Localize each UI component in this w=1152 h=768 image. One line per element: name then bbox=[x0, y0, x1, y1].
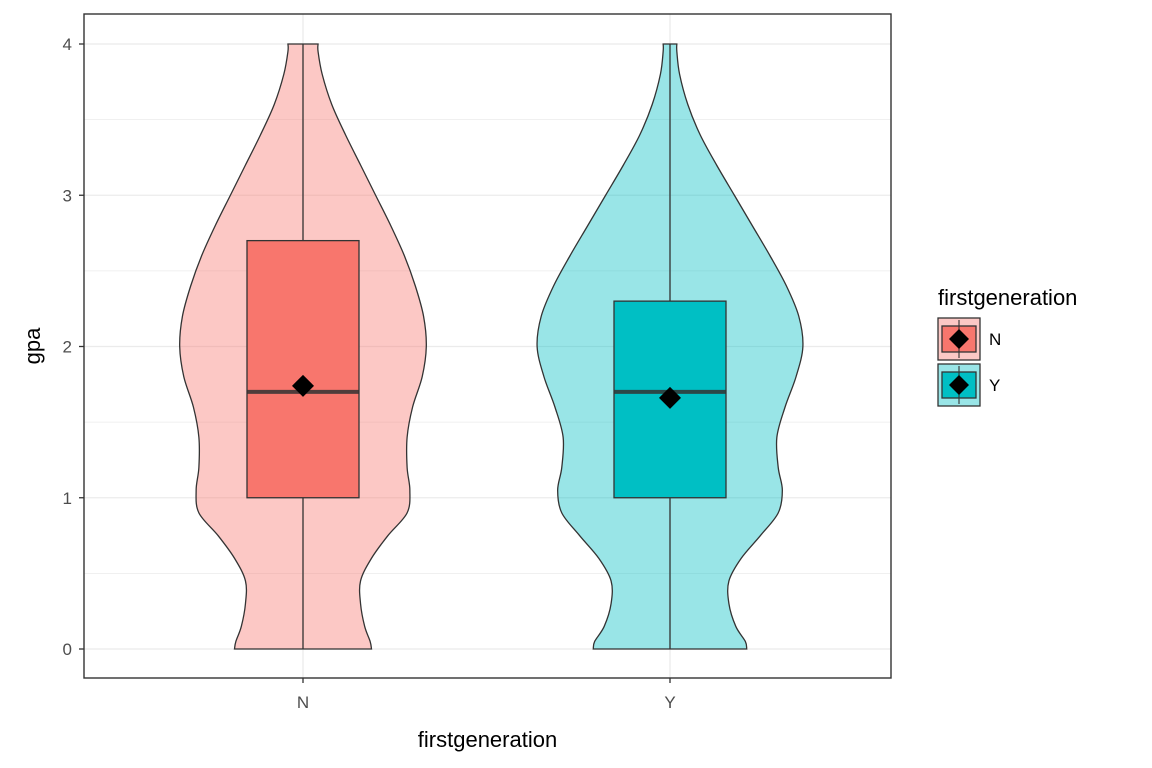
y-tick-label: 4 bbox=[63, 35, 72, 54]
legend-mean-marker bbox=[949, 375, 969, 395]
legend-key-Y: Y bbox=[937, 363, 1000, 407]
legend-title: firstgeneration bbox=[938, 285, 1077, 310]
legend-label-N: N bbox=[989, 330, 1001, 349]
y-axis-title: gpa bbox=[20, 327, 45, 364]
box-N bbox=[246, 239, 360, 499]
mean-marker-N bbox=[292, 374, 314, 397]
mean-markers bbox=[292, 374, 681, 409]
x-tick-label: N bbox=[297, 693, 309, 712]
y-tick-label: 1 bbox=[63, 489, 72, 508]
legend-key-N: N bbox=[937, 317, 1001, 361]
mean-marker-Y bbox=[659, 386, 681, 409]
y-tick-label: 3 bbox=[63, 186, 72, 205]
x-axis-title: firstgeneration bbox=[418, 727, 557, 752]
legend-label-Y: Y bbox=[989, 376, 1000, 395]
y-tick-label: 2 bbox=[63, 338, 72, 357]
y-tick-label: 0 bbox=[63, 640, 72, 659]
legend-mean-marker bbox=[949, 329, 969, 349]
x-tick-label: Y bbox=[664, 693, 675, 712]
axes: 0 1 2 3 4 N Y bbox=[63, 35, 676, 712]
legend: firstgeneration N Y bbox=[937, 285, 1077, 407]
